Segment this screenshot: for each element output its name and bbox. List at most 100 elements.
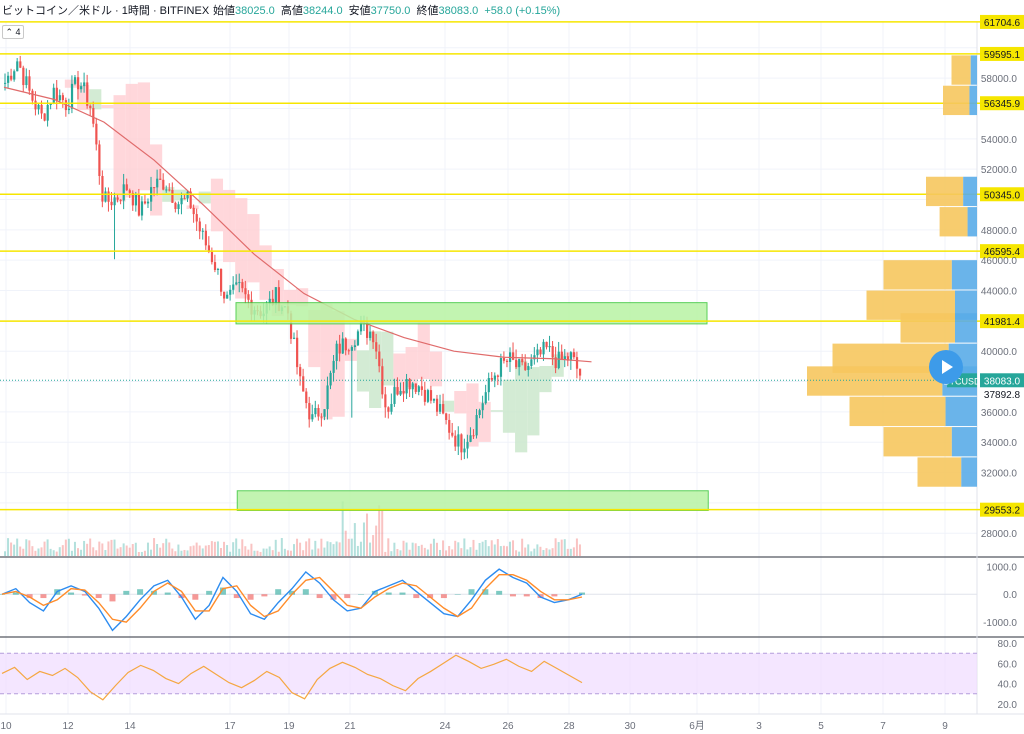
volume-bar (229, 551, 232, 556)
macd-histogram-bar (109, 594, 116, 602)
volume-bar (293, 544, 295, 556)
macd-histogram-bar (95, 594, 102, 599)
candle-body (475, 415, 478, 436)
volume-bar (70, 550, 73, 556)
macd-histogram-bar (12, 592, 19, 595)
price-tick-label: 58000.0 (981, 74, 1018, 85)
candle-body (131, 192, 134, 206)
symbol-title[interactable]: ビットコイン／米ドル · 1時間 · BITFINEX (2, 5, 210, 17)
volume-bar (372, 535, 375, 556)
volume-bar (277, 551, 280, 556)
candle-body (384, 394, 387, 408)
macd-histogram-bar (81, 594, 88, 596)
close-label: 終値 (416, 5, 439, 17)
volume-bar (417, 545, 420, 556)
signal-line (1, 574, 583, 623)
candle-body (572, 352, 576, 358)
macd-histogram-bar (316, 594, 323, 599)
candle-body (420, 386, 423, 390)
volume-bar (219, 548, 222, 556)
candle-body (101, 175, 104, 202)
low-value: 37750.0 (370, 5, 411, 17)
volume-bar (256, 550, 259, 556)
hline-label-box (980, 502, 1024, 517)
volume-bar (393, 542, 396, 556)
volume-bar (536, 544, 539, 556)
macd-histogram-bar (164, 592, 171, 595)
cloud-segment (210, 178, 224, 232)
candle-body (195, 214, 198, 222)
candle-body (496, 375, 500, 377)
candle-body (271, 298, 274, 306)
cloud-segment (515, 360, 528, 453)
candle-body (299, 367, 302, 377)
volume-bar (305, 541, 308, 556)
volume-bar (314, 540, 317, 556)
indicator-collapse-button[interactable]: ⌃ 4 (2, 25, 24, 39)
play-icon[interactable] (929, 350, 963, 384)
cloud-segment (247, 214, 260, 283)
volume-bar (207, 545, 210, 556)
candle-body (463, 448, 466, 453)
hline-label: 56345.9 (984, 99, 1021, 110)
cloud-segment (320, 303, 333, 420)
profile-sell-bar (849, 396, 946, 427)
volume-bar (344, 530, 347, 556)
volume-bar (362, 522, 365, 556)
candle-body (180, 198, 183, 205)
cloud-segment (101, 104, 114, 109)
volume-bar (493, 544, 496, 556)
candle-body (442, 404, 445, 414)
candle-body (277, 287, 280, 312)
volume-bar (150, 549, 153, 556)
candle-body (308, 403, 311, 420)
cloud-segment (186, 205, 199, 210)
highlight-zones[interactable] (235, 302, 709, 511)
rsi-tick-label: 80.0 (998, 639, 1018, 650)
volume-bar (104, 550, 107, 556)
candle-body (515, 359, 518, 368)
price-tick-label: 52000.0 (981, 165, 1018, 176)
profile-buy-bar (967, 207, 977, 237)
time-tick-label: 26 (502, 721, 514, 732)
volume-bar (107, 541, 110, 556)
volume-bar (435, 542, 438, 556)
candle-body (426, 390, 430, 402)
rsi-panel: 80.0 60.0 40.0 20.0 (0, 639, 1017, 711)
hline-label: 59595.1 (984, 50, 1021, 61)
hline-label: 50345.0 (984, 190, 1021, 201)
volume-bar (156, 544, 159, 556)
cloud-segment (137, 82, 151, 191)
volume-bar (119, 547, 122, 556)
time-tick-label: 10 (0, 721, 12, 732)
volume-bar (286, 550, 289, 556)
candle-body (366, 322, 369, 338)
time-axis[interactable]: 10 12 14 17 19 21 24 26 28 30 6月 3 5 7 9 (0, 720, 948, 732)
volume-bar (195, 542, 198, 556)
volume-bar (539, 546, 542, 556)
horizontal-lines[interactable] (0, 21, 1024, 511)
volume-bar (381, 510, 384, 556)
price-tick-label: 48000.0 (981, 226, 1018, 237)
cloud-segment (442, 400, 455, 412)
volume-bar (405, 542, 408, 556)
rsi-tick-label: 40.0 (998, 680, 1018, 691)
candle-body (226, 294, 229, 299)
volume-bar (177, 544, 180, 556)
candle-body (490, 378, 493, 380)
volume-bar (399, 550, 402, 556)
candle-body (165, 189, 168, 191)
volume-bar (89, 538, 92, 556)
price-axis[interactable]: 61704.6 59595.1 56345.9 50345.0 46595.4 41981… (943, 14, 1024, 540)
candle-body (70, 83, 74, 109)
candle-body (216, 268, 220, 270)
cloud-segment (113, 95, 126, 202)
candle-body (67, 108, 71, 111)
rsi-tick-label: 20.0 (998, 700, 1018, 711)
volume-bar (37, 548, 40, 556)
candle-body (80, 86, 83, 90)
candle-body (524, 362, 527, 370)
price-tick-label: 32000.0 (981, 469, 1018, 480)
candle-body (356, 331, 360, 346)
